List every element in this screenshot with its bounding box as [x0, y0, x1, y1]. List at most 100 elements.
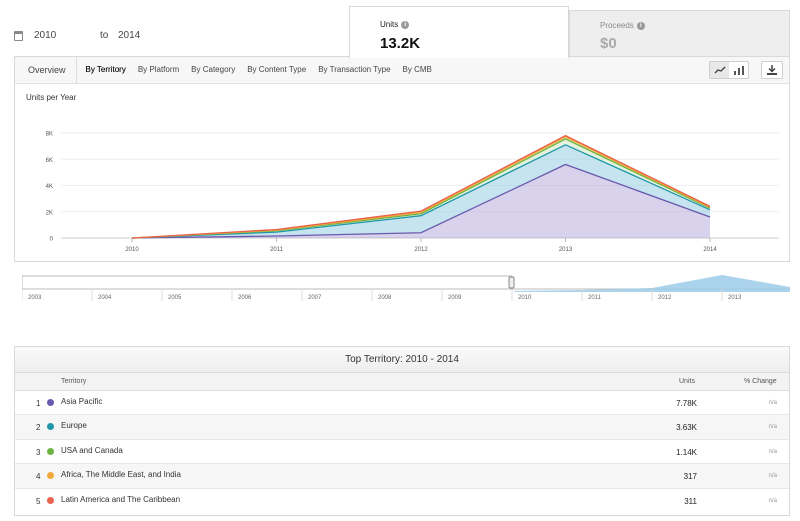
- tab-by-category[interactable]: By Category: [191, 65, 236, 74]
- series-line[interactable]: [131, 163, 711, 239]
- legend-dot-icon: [47, 472, 54, 480]
- y-tick-label: 6K: [46, 158, 53, 164]
- table-body: 1 Asia Pacific 7.78K n/a 2 Europe 3.63K n/a 3 USA…: [15, 391, 789, 513]
- table-row[interactable]: 2 Europe 3.63K n/a: [15, 415, 789, 440]
- row-units: 317: [683, 472, 697, 482]
- y-tick-label: 8K: [46, 132, 53, 138]
- row-territory: USA and Canada: [61, 445, 123, 455]
- tab-bar: Overview By Territory By Platform By Cat…: [15, 57, 789, 84]
- row-units: 311: [684, 496, 697, 506]
- date-range-picker[interactable]: 2010 to 2014: [14, 30, 140, 41]
- tab-overview[interactable]: Overview: [15, 57, 77, 83]
- tab-by-content-type[interactable]: By Content Type: [247, 65, 307, 74]
- area-band-1: [132, 144, 710, 238]
- series-line[interactable]: [131, 144, 711, 239]
- legend-dot-icon: [47, 423, 54, 431]
- metric-units-label-wrap: Units i: [380, 20, 410, 29]
- row-rank: 4: [36, 472, 41, 482]
- metric-tab-proceeds[interactable]: Proceeds i $0: [569, 10, 790, 56]
- chart-title: Units per Year: [26, 93, 77, 102]
- x-tick-label: 2011: [270, 247, 284, 253]
- row-rank: 2: [36, 423, 41, 433]
- download-icon: [767, 65, 777, 75]
- legend-dot-icon: [47, 496, 54, 504]
- info-icon[interactable]: i: [401, 20, 410, 29]
- range-selector[interactable]: 2003 2004 2005 2006 2007 2008 2009 2010 2011 2012…: [21, 274, 790, 304]
- table-row[interactable]: 3 USA and Canada 1.14K n/a: [15, 440, 789, 465]
- column-header-units[interactable]: Units: [679, 378, 695, 385]
- range-handle[interactable]: [508, 276, 515, 289]
- row-units: 7.78K: [676, 399, 697, 408]
- row-territory: Africa, The Middle East, and India: [61, 470, 181, 480]
- row-change: n/a: [768, 448, 777, 455]
- table-title: Top Territory: 2010 - 2014: [15, 347, 789, 373]
- column-header-change[interactable]: % Change: [744, 378, 777, 385]
- date-to[interactable]: 2014: [118, 30, 141, 41]
- info-icon[interactable]: i: [636, 21, 645, 30]
- range-year-label: 2009: [448, 295, 462, 301]
- area-band-0: [132, 164, 710, 238]
- legend-dot-icon: [47, 399, 54, 406]
- top-territory-table: Top Territory: 2010 - 2014 Territory Uni…: [14, 346, 790, 516]
- metric-proceeds-label-wrap: Proceeds i: [600, 21, 645, 30]
- x-tick-label: 2013: [559, 247, 573, 253]
- line-chart-icon: [714, 66, 725, 74]
- range-year-label: 2004: [98, 295, 112, 301]
- date-from[interactable]: 2010: [34, 30, 57, 41]
- row-territory: Latin America and The Caribbean: [61, 494, 181, 504]
- x-tick-label: 2014: [703, 247, 717, 253]
- metric-units-label: Units: [380, 20, 399, 29]
- download-button[interactable]: [761, 61, 783, 79]
- top-bar: 2010 to 2014 Units i 13.2K Proceeds i $0: [0, 0, 800, 58]
- table-header: Territory Units % Change: [15, 373, 789, 391]
- table-row[interactable]: 4 Africa, The Middle East, and India 317 n/…: [15, 464, 789, 489]
- tab-by-cmb[interactable]: By CMB: [402, 65, 432, 74]
- range-year-label: 2013: [728, 295, 742, 301]
- tab-by-transaction-type[interactable]: By Transaction Type: [318, 65, 391, 74]
- row-change: n/a: [768, 473, 777, 480]
- range-year-label: 2012: [658, 295, 672, 301]
- column-header-territory[interactable]: Territory: [61, 378, 87, 385]
- y-tick-label: 4K: [46, 184, 53, 190]
- metric-proceeds-value: $0: [600, 35, 617, 52]
- range-year-label: 2008: [378, 295, 392, 301]
- metric-units-value: 13.2K: [380, 35, 421, 52]
- row-rank: 1: [36, 399, 41, 408]
- bar-chart-button[interactable]: [729, 62, 748, 78]
- x-tick-label: 2012: [414, 247, 428, 253]
- line-chart-button[interactable]: [710, 62, 729, 78]
- range-year-label: 2003: [28, 295, 42, 301]
- bar-chart-icon: [733, 65, 744, 75]
- y-tick-label: 2K: [46, 210, 53, 216]
- range-window[interactable]: [21, 275, 513, 290]
- row-change: n/a: [768, 497, 777, 504]
- table-row[interactable]: 1 Asia Pacific 7.78K n/a: [15, 391, 789, 416]
- series-line[interactable]: [131, 134, 711, 239]
- row-territory: Asia Pacific: [61, 397, 103, 406]
- tab-by-territory[interactable]: By Territory: [85, 65, 126, 74]
- date-to-label: to: [100, 30, 109, 41]
- row-change: n/a: [768, 424, 777, 431]
- row-change: n/a: [768, 400, 777, 406]
- range-year-label: 2005: [168, 295, 182, 301]
- chart-type-toggle: [709, 61, 749, 79]
- row-rank: 5: [36, 496, 41, 506]
- row-units: 3.63K: [676, 423, 697, 433]
- table-row[interactable]: 5 Latin America and The Caribbean 311 n/a: [15, 489, 789, 513]
- range-year-label: 2006: [238, 295, 252, 301]
- range-mini-area: [514, 275, 790, 292]
- range-year-label: 2010: [518, 295, 532, 301]
- metric-proceeds-label: Proceeds: [600, 21, 634, 30]
- row-territory: Europe: [61, 421, 87, 431]
- range-year-label: 2007: [308, 295, 322, 301]
- area-chart: 0 2K 4K 6K 8K 2010 2011 2012 2013 2014: [46, 132, 779, 253]
- x-tick-label: 2010: [125, 247, 139, 253]
- calendar-icon[interactable]: [14, 30, 23, 41]
- metric-tab-units[interactable]: Units i 13.2K: [349, 6, 569, 58]
- chart-panel: Overview By Territory By Platform By Cat…: [14, 56, 790, 262]
- row-rank: 3: [36, 447, 41, 457]
- y-tick-label: 0: [50, 237, 54, 243]
- tab-by-platform[interactable]: By Platform: [137, 65, 180, 74]
- legend-dot-icon: [47, 447, 54, 455]
- range-year-label: 2011: [588, 295, 602, 301]
